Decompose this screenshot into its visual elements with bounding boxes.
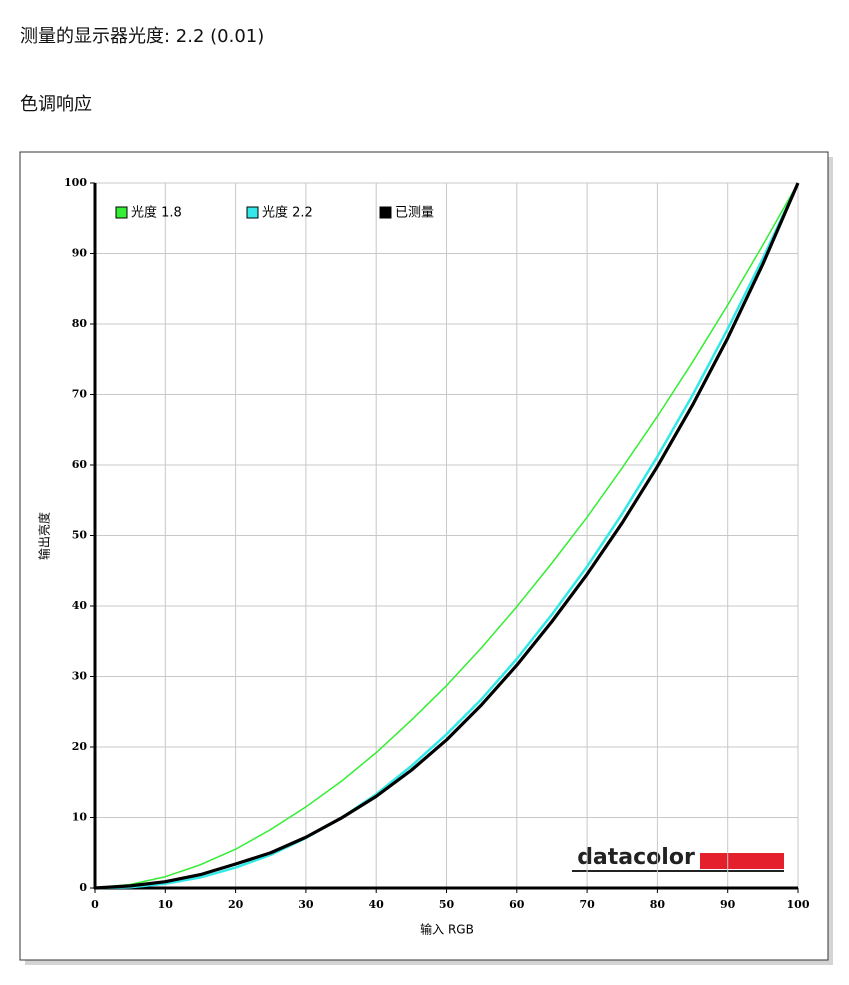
logo-bar <box>700 853 784 869</box>
logo: datacolor <box>577 845 695 870</box>
y-tick-label: 20 <box>72 740 88 753</box>
y-tick-label: 40 <box>72 599 88 612</box>
y-tick-label: 0 <box>79 881 87 894</box>
legend-swatch <box>379 206 392 219</box>
page-title: 测量的显示器光度: 2.2 (0.01) <box>20 26 265 47</box>
legend-label: 光度 1.8 <box>131 205 182 221</box>
chart-frame <box>19 151 829 961</box>
y-tick-label: 100 <box>64 176 87 189</box>
series-line <box>94 182 800 890</box>
x-tick-label: 60 <box>509 898 525 911</box>
x-tick-label: 90 <box>720 898 736 911</box>
legend-swatch <box>246 206 259 219</box>
y-tick-label: 90 <box>72 247 88 260</box>
x-tick-label: 0 <box>91 898 99 911</box>
x-tick-label: 100 <box>787 898 810 911</box>
legend-label: 已测量 <box>395 206 434 221</box>
x-tick-label: 10 <box>158 898 174 911</box>
legend-label: 光度 2.2 <box>262 205 313 221</box>
x-tick-label: 50 <box>439 898 455 911</box>
y-tick-label: 70 <box>72 388 88 401</box>
x-tick-label: 70 <box>579 898 595 911</box>
y-axis-label: 输出亮度 <box>37 512 52 560</box>
y-tick-label: 60 <box>72 458 88 471</box>
x-tick-label: 40 <box>369 898 385 911</box>
legend-swatch <box>115 206 128 219</box>
section-title: 色调响应 <box>20 94 92 115</box>
series-line <box>94 182 800 890</box>
y-tick-label: 10 <box>72 811 88 824</box>
y-tick-label: 30 <box>72 670 88 683</box>
x-tick-label: 20 <box>228 898 244 911</box>
y-tick-label: 50 <box>72 529 88 542</box>
x-axis-label: 输入 RGB <box>420 922 474 937</box>
x-tick-label: 80 <box>650 898 666 911</box>
x-tick-label: 30 <box>298 898 314 911</box>
y-tick-label: 80 <box>72 317 88 330</box>
series-line <box>94 182 799 889</box>
